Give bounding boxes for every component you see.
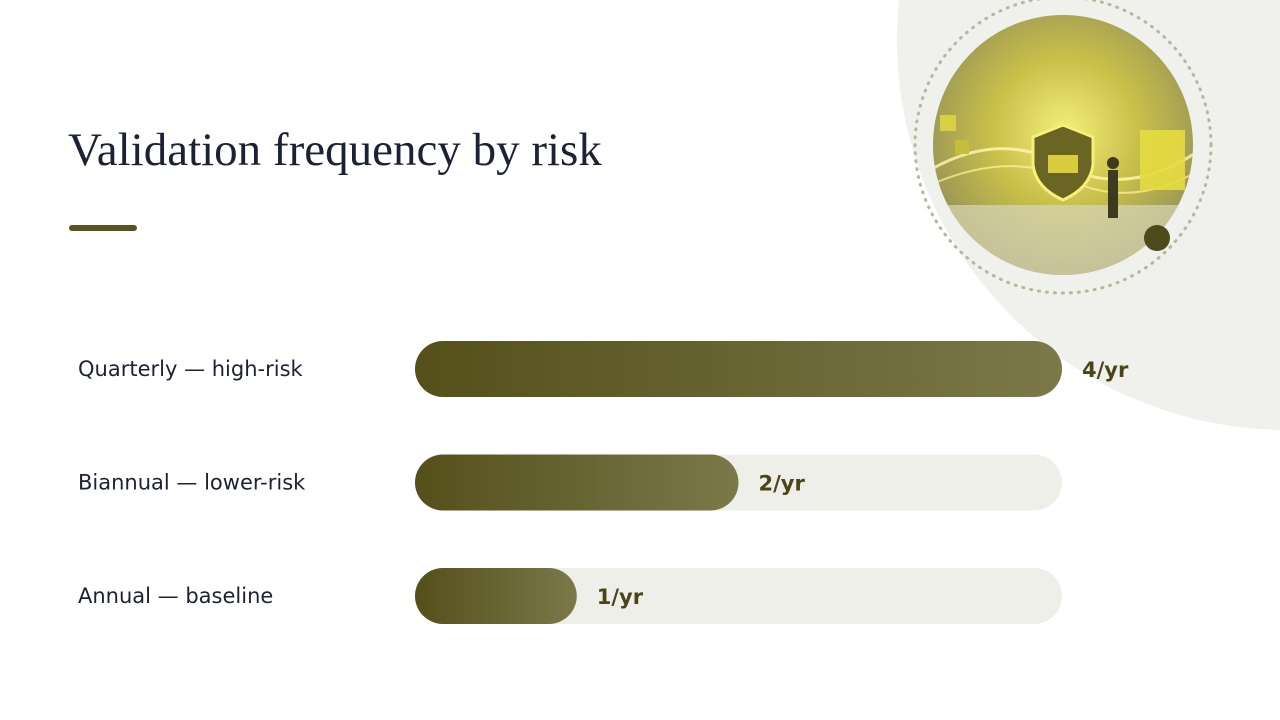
category-label: Biannual — lower-risk [78,471,306,495]
value-label: 2/yr [759,472,806,496]
value-label: 4/yr [1082,358,1129,382]
bar [415,568,577,624]
title-accent [69,225,137,231]
bar-track [415,568,1062,624]
category-label: Quarterly — high-risk [78,357,304,381]
accent-dot [1144,225,1170,251]
bar [415,454,739,511]
dotted-ring [913,0,1213,295]
value-label: 1/yr [597,585,644,609]
bar [415,341,1062,397]
category-label: Annual — baseline [78,584,273,608]
chart-title: Validation frequency by risk [68,124,602,176]
